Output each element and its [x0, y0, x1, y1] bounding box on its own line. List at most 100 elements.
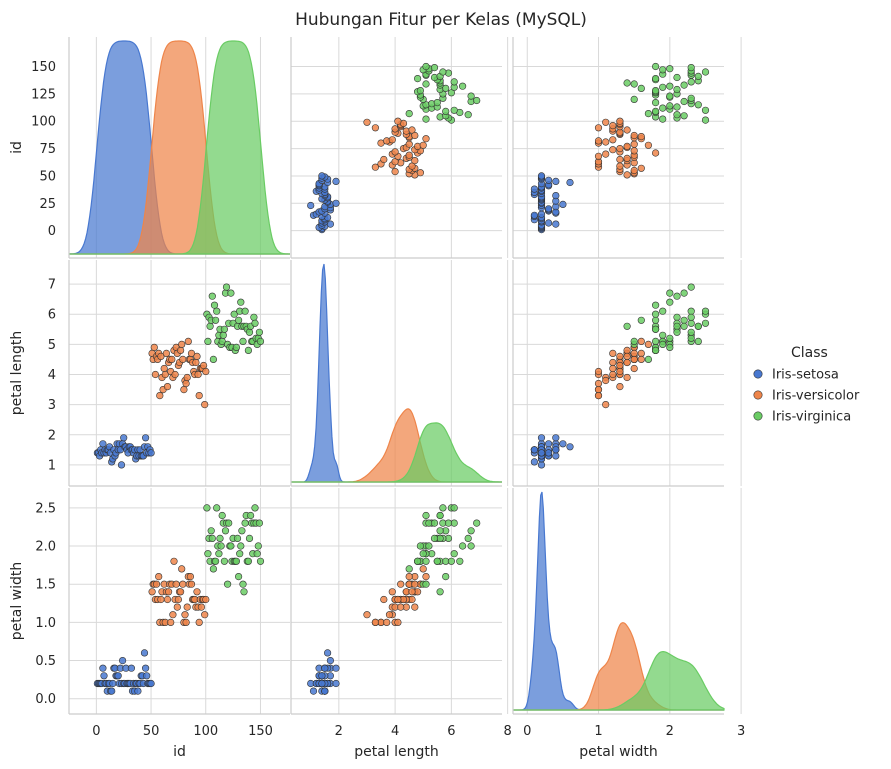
scatter-point-iris-versicolor [416, 169, 425, 177]
legend: Class Iris-setosa Iris-versicolor Iris-vir… [753, 345, 860, 425]
scatter-point-iris-versicolor [630, 147, 638, 155]
scatter-point-iris-virginica [637, 84, 645, 92]
scatter-point-iris-versicolor [623, 358, 631, 367]
scatter-point-iris-virginica [414, 74, 422, 83]
scatter-point-iris-virginica [659, 66, 667, 74]
scatter-point-iris-versicolor [201, 611, 209, 619]
scatter-point-iris-virginica [459, 542, 467, 550]
scatter-point-iris-versicolor [609, 136, 617, 144]
panel-petal-length-vs-petal-length [290, 260, 509, 487]
scatter-point-iris-versicolor [182, 618, 190, 627]
legend-label-iris-virginica: Iris-virginica [772, 410, 851, 425]
scatter-point-iris-versicolor [152, 580, 161, 588]
scatter-point-iris-virginica [630, 337, 638, 346]
scatter-point-iris-versicolor [397, 580, 405, 588]
scatter-point-iris-virginica [651, 346, 660, 355]
scatter-point-iris-virginica [447, 557, 456, 565]
scatter-point-iris-virginica [430, 534, 439, 543]
scatter-point-iris-virginica [651, 325, 660, 333]
scatter-point-iris-versicolor [394, 618, 402, 627]
scatter-point-iris-virginica [244, 557, 252, 565]
scatter-point-iris-setosa [318, 672, 326, 680]
scatter-point-iris-virginica [623, 322, 631, 330]
scatter-point-iris-virginica [680, 289, 688, 297]
scatter-point-iris-virginica [222, 283, 231, 291]
legend-marker-iris-versicolor [753, 390, 763, 400]
y-tick-label: 100 [31, 115, 56, 130]
scatter-point-iris-virginica [439, 68, 447, 76]
scatter-point-iris-setosa [559, 200, 567, 208]
scatter-point-iris-versicolor [630, 166, 638, 175]
scatter-point-iris-virginica [256, 557, 265, 565]
scatter-point-iris-versicolor [157, 352, 165, 361]
scatter-point-iris-virginica [203, 504, 211, 512]
y-tick-label: 50 [39, 169, 56, 184]
scatter-point-iris-versicolor [408, 588, 416, 596]
scatter-point-iris-virginica [651, 316, 660, 324]
scatter-point-iris-versicolor [405, 151, 413, 159]
scatter-point-iris-versicolor [391, 168, 399, 176]
scatter-point-iris-setosa [544, 440, 553, 448]
scatter-point-iris-setosa [552, 446, 560, 454]
scatter-point-iris-virginica [450, 78, 458, 86]
scatter-point-iris-versicolor [623, 352, 631, 361]
scatter-point-iris-versicolor [594, 392, 603, 400]
scatter-point-iris-virginica [430, 63, 439, 72]
scatter-point-iris-versicolor [637, 133, 645, 141]
x-axis-label-id: id [173, 744, 186, 760]
scatter-point-iris-virginica [416, 86, 425, 95]
scatter-point-iris-setosa [332, 679, 340, 688]
scatter-point-iris-setosa [118, 656, 127, 665]
scatter-point-iris-setosa [324, 649, 332, 657]
scatter-point-iris-versicolor [151, 370, 159, 379]
scatter-point-iris-virginica [422, 557, 430, 565]
scatter-point-iris-virginica [436, 511, 444, 520]
scatter-point-iris-virginica [219, 331, 227, 339]
scatter-point-iris-virginica [673, 313, 681, 321]
scatter-point-iris-versicolor [408, 126, 416, 134]
legend-label-iris-versicolor: Iris-versicolor [772, 389, 860, 404]
kde-iris-virginica [69, 40, 290, 255]
scatter-point-iris-versicolor [371, 618, 380, 627]
scatter-point-iris-virginica [473, 96, 481, 105]
scatter-point-iris-setosa [99, 440, 107, 448]
scatter-point-iris-versicolor [156, 392, 164, 400]
scatter-point-iris-versicolor [184, 337, 192, 346]
scatter-point-iris-virginica [444, 519, 453, 527]
scatter-point-iris-versicolor [380, 595, 388, 604]
scatter-point-iris-virginica [651, 107, 660, 115]
scatter-point-iris-versicolor [179, 580, 187, 588]
scatter-point-iris-virginica [651, 301, 660, 309]
scatter-point-iris-versicolor [177, 346, 185, 355]
scatter-point-iris-virginica [694, 337, 702, 346]
scatter-point-iris-virginica [204, 550, 212, 558]
scatter-point-iris-virginica [213, 504, 221, 512]
scatter-point-iris-versicolor [630, 131, 638, 140]
scatter-point-iris-versicolor [616, 155, 624, 164]
scatter-point-iris-virginica [241, 307, 249, 315]
kde-iris-virginica [291, 422, 502, 483]
scatter-point-iris-versicolor [186, 572, 194, 581]
scatter-point-iris-setosa [537, 434, 546, 442]
scatter-point-iris-virginica [245, 328, 254, 336]
scatter-point-iris-versicolor [594, 367, 603, 376]
scatter-point-iris-virginica [666, 102, 674, 110]
scatter-point-iris-virginica [630, 80, 638, 88]
scatter-point-iris-versicolor [380, 155, 388, 164]
scatter-point-iris-virginica [207, 527, 215, 535]
panel-id-vs-petal-width [512, 37, 742, 259]
scatter-point-iris-versicolor [371, 124, 380, 132]
scatter-point-iris-versicolor [602, 150, 610, 158]
scatter-point-iris-virginica [233, 534, 242, 543]
y-tick-label: 0.0 [35, 692, 56, 707]
scatter-point-iris-versicolor [637, 337, 645, 346]
scatter-point-iris-setosa [143, 672, 151, 680]
scatter-point-iris-virginica [251, 504, 259, 512]
scatter-point-iris-setosa [309, 687, 318, 695]
scatter-point-iris-versicolor [609, 349, 617, 358]
x-tick-label: 6 [447, 724, 455, 739]
scatter-point-iris-virginica [644, 109, 653, 118]
scatter-point-iris-virginica [250, 313, 258, 321]
scatter-point-iris-setosa [307, 201, 315, 210]
